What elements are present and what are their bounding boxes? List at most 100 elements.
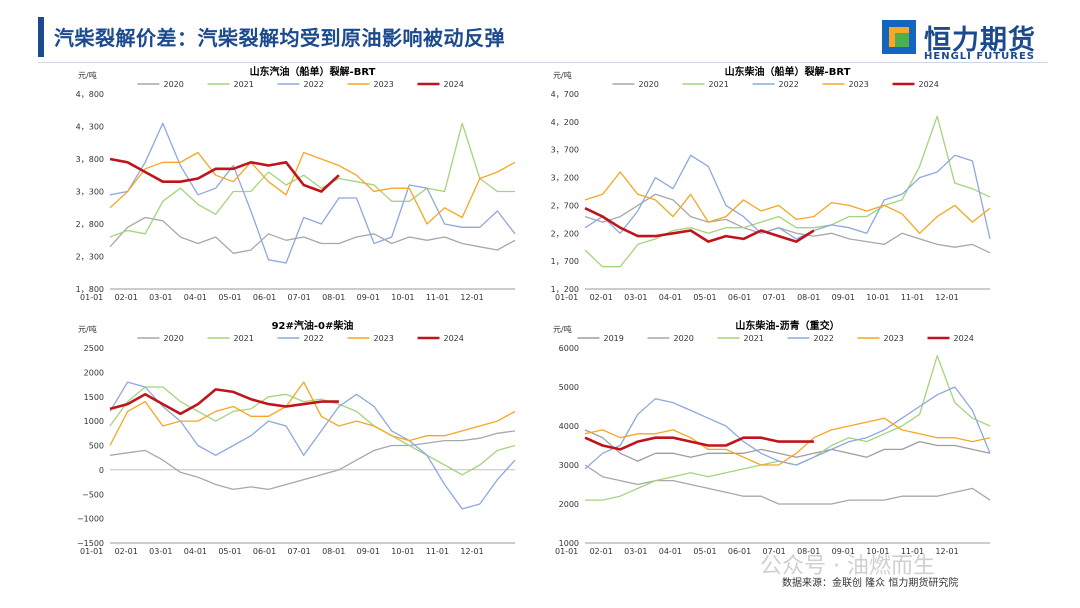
x-tick-label: 04-01 [184,293,207,302]
x-tick-label: 12-01 [935,293,958,302]
chart-gasoline-diesel-spread: 92#汽油-0#柴油 元/吨 2020 2021 2022 2023 2024 −1500 −1… [70,318,530,558]
watermark: 公众号 · 油燃而生 [760,554,935,579]
legend-label-2022: 2022 [814,334,834,343]
x-tick-label: 10-01 [391,293,414,302]
legend-label-2024: 2024 [919,80,939,89]
y-tick-label: 2500 [84,344,104,353]
y-tick-label: 2000 [84,368,104,377]
legend-label-2021: 2021 [234,80,254,89]
y-tick-label: −500 [82,490,104,499]
series-line-2021 [584,115,991,268]
legend-label-2021: 2021 [234,334,254,343]
y-tick-label: 1000 [559,539,579,548]
legend-label-2020: 2020 [639,80,659,89]
x-tick-label: 06-01 [253,293,276,302]
y-tick-label: 3000 [559,461,579,470]
x-tick-label: 12-01 [460,547,483,556]
series-line-2024 [584,436,814,451]
series-line-2024 [109,157,340,193]
series-line-2021 [585,355,991,501]
page-title: 汽柴裂解价差：汽柴裂解均受到原油影响被动反弹 [54,26,505,50]
series-line-2020 [109,430,516,491]
y-tick-label: 4000 [559,422,579,431]
legend-label-2024: 2024 [954,334,974,343]
legend-label-2023: 2023 [884,334,904,343]
y-tick-label: 3，300 [76,188,104,197]
x-tick-label: 09-01 [832,293,855,302]
legend-label-2022: 2022 [779,80,799,89]
series-line-2020 [109,216,516,254]
x-tick-label: 04-01 [659,293,682,302]
y-tick-label: 2，200 [551,229,579,238]
chart-svg: 山东柴油-沥青（重交） 元/吨 2019 2020 2021 2022 2023 2024 10… [553,319,991,556]
x-tick-label: 12-01 [460,293,483,302]
series-line-2020 [584,193,991,254]
x-tick-label: 11-01 [426,547,449,556]
x-tick-label: 05-01 [218,293,241,302]
x-tick-label: 04-01 [184,547,207,556]
chart-gasoline-crack: 山东汽油（船单）裂解-BRT 元/吨 2020 2021 2022 2023 2024 1，8… [70,64,530,304]
chart-svg: 山东柴油（船单）裂解-BRT 元/吨 2020 2021 2022 2023 2024 1，2… [551,65,991,302]
x-tick-label: 07-01 [288,293,311,302]
series-line-2019 [584,429,991,462]
company-logo: 恒力期货 HENGLI FUTURES [882,18,1072,64]
legend-label-2023: 2023 [849,80,869,89]
y-tick-label: 0 [99,466,104,475]
series-line-2023 [109,151,516,225]
logo-subtext: HENGLI FUTURES [924,51,1035,62]
x-tick-label: 09-01 [832,547,855,556]
x-tick-label: 02-01 [590,293,613,302]
x-tick-label: 04-01 [659,547,682,556]
x-tick-label: 01-01 [555,547,578,556]
y-tick-label: 1，700 [551,257,579,266]
x-tick-label: 09-01 [357,547,380,556]
x-tick-label: 10-01 [866,547,889,556]
y-tick-label: 1500 [84,393,104,402]
x-tick-label: 01-01 [80,293,103,302]
y-tick-label: 4，300 [76,123,104,132]
y-tick-label: 3，800 [76,155,104,164]
legend-label-2020: 2020 [674,334,694,343]
y-tick-label: 4，200 [551,118,579,127]
legend-label-2021: 2021 [744,334,764,343]
chart-diesel-asphalt-spread: 山东柴油-沥青（重交） 元/吨 2019 2020 2021 2022 2023 2024 10… [545,318,1005,558]
x-tick-label: 10-01 [391,547,414,556]
chart-title: 山东汽油（船单）裂解-BRT [250,65,376,78]
header-divider [38,62,1048,63]
logo-text: 恒力期货 [924,25,1036,56]
x-tick-label: 07-01 [288,547,311,556]
legend-label-2021: 2021 [709,80,729,89]
x-tick-label: 07-01 [763,293,786,302]
x-tick-label: 01-01 [80,547,103,556]
x-tick-label: 01-01 [555,293,578,302]
y-tick-label: 2，800 [76,220,104,229]
chart-diesel-crack: 山东柴油（船单）裂解-BRT 元/吨 2020 2021 2022 2023 2024 1，2… [545,64,1005,304]
x-tick-label: 02-01 [115,547,138,556]
y-tick-label: 2，700 [551,201,579,210]
x-tick-label: 03-01 [149,293,172,302]
chart-title: 山东柴油-沥青（重交） [735,319,839,332]
x-tick-label: 11-01 [901,547,924,556]
y-tick-label: 4，800 [76,90,104,99]
x-tick-label: 02-01 [590,547,613,556]
chart-svg: 92#汽油-0#柴油 元/吨 2020 2021 2022 2023 2024 −1500 −1… [77,319,516,556]
legend-label-2020: 2020 [164,334,184,343]
x-tick-label: 09-01 [357,293,380,302]
y-tick-label: 1000 [84,417,104,426]
series-line-2023 [584,171,991,234]
y-tick-label: −1000 [77,515,104,524]
series-line-2022 [584,154,991,240]
x-tick-label: 11-01 [901,293,924,302]
legend-label-2024: 2024 [444,80,464,89]
legend-label-2020: 2020 [164,80,184,89]
y-unit-label: 元/吨 [78,324,97,334]
y-unit-label: 元/吨 [553,70,572,80]
series-line-2021 [109,122,515,238]
series-line-2023 [584,417,991,466]
x-tick-label: 05-01 [218,547,241,556]
x-tick-label: 06-01 [253,547,276,556]
x-tick-label: 03-01 [624,547,647,556]
y-tick-label: 5000 [559,383,579,392]
series-line-2024 [584,207,815,243]
y-tick-label: −1500 [77,539,104,548]
